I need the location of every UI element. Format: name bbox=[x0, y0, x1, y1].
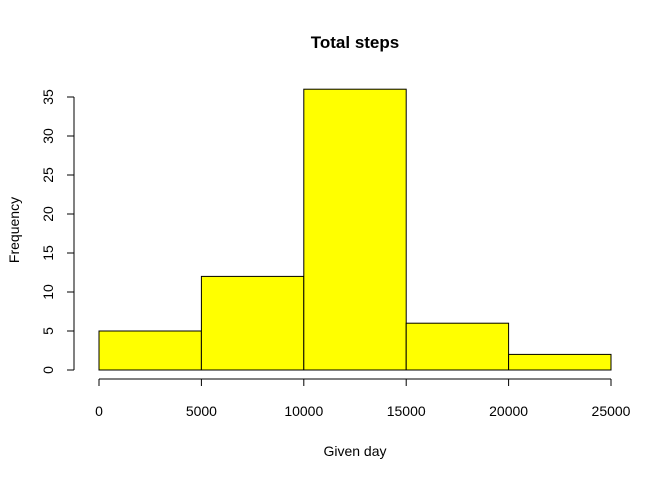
histogram-bar-0 bbox=[98, 330, 202, 371]
y-axis-label: Frequency bbox=[6, 197, 22, 263]
y-tick-label-1: 5 bbox=[40, 327, 56, 335]
x-tick-label-1: 5000 bbox=[186, 403, 217, 419]
x-tick-label-2: 10000 bbox=[284, 403, 323, 419]
y-axis: 0 5 10 15 20 25 30 35 bbox=[40, 89, 75, 374]
y-tick-label-2: 10 bbox=[40, 284, 56, 300]
histogram-bar-3 bbox=[405, 322, 510, 371]
x-axis: 0 5000 10000 15000 20000 25000 bbox=[95, 378, 631, 419]
x-tick-label-3: 15000 bbox=[387, 403, 426, 419]
histogram-bar-2 bbox=[303, 88, 407, 371]
x-tick-label-4: 20000 bbox=[489, 403, 528, 419]
y-tick-label-6: 30 bbox=[40, 128, 56, 144]
chart-title: Total steps bbox=[311, 33, 399, 52]
histogram-bar-4 bbox=[508, 353, 612, 371]
y-tick-label-0: 0 bbox=[40, 366, 56, 374]
y-tick-label-5: 25 bbox=[40, 167, 56, 183]
y-tick-label-7: 35 bbox=[40, 89, 56, 105]
y-tick-label-4: 20 bbox=[40, 206, 56, 222]
x-axis-label: Given day bbox=[323, 443, 386, 459]
x-tick-label-5: 25000 bbox=[592, 403, 631, 419]
histogram-bar-1 bbox=[200, 275, 305, 371]
y-tick-label-3: 15 bbox=[40, 245, 56, 261]
bars-group bbox=[98, 88, 612, 371]
x-tick-label-0: 0 bbox=[95, 403, 103, 419]
